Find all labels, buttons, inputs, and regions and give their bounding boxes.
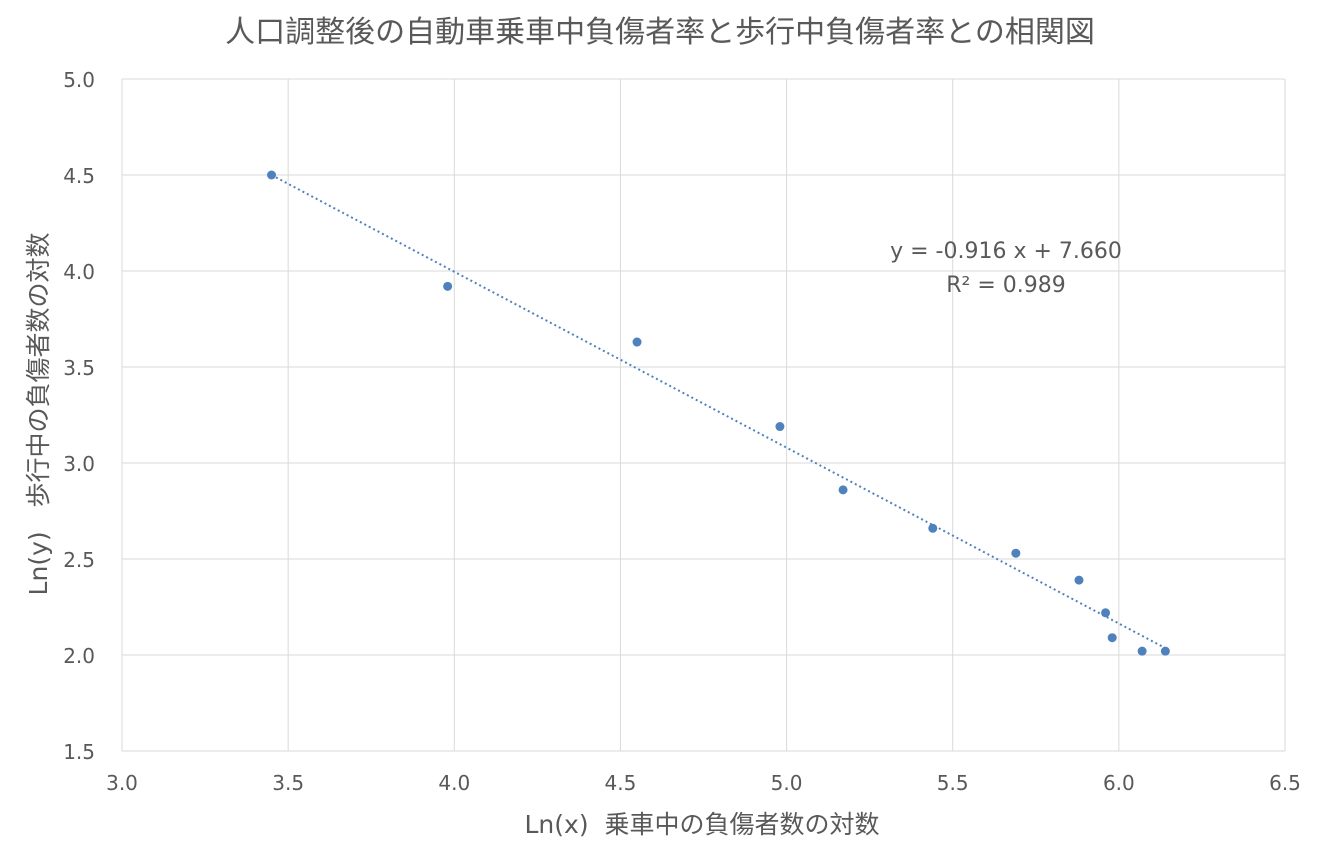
trendline-group xyxy=(271,174,1166,650)
data-point xyxy=(1160,646,1170,656)
x-tick-label: 5.0 xyxy=(771,771,803,795)
y-tick-label: 5.0 xyxy=(63,68,95,92)
y-tick-label: 3.5 xyxy=(63,356,95,380)
y-axis-title: Ln(y) 歩行中の負傷者数の対数 xyxy=(24,233,53,596)
data-point xyxy=(1137,646,1147,656)
data-point xyxy=(267,170,277,180)
data-point xyxy=(443,281,453,291)
x-tick-label: 3.5 xyxy=(272,771,304,795)
y-tick-label: 4.5 xyxy=(63,164,95,188)
data-point xyxy=(632,337,642,347)
data-point xyxy=(928,523,938,533)
x-tick-label: 5.5 xyxy=(937,771,969,795)
data-point xyxy=(1074,575,1084,585)
y-tick-label: 1.5 xyxy=(63,740,95,764)
y-tick-label: 3.0 xyxy=(63,452,95,476)
grid xyxy=(121,78,1286,752)
r-squared-label: R² = 0.989 xyxy=(946,273,1066,298)
data-point xyxy=(1011,548,1021,558)
x-tick-label: 6.5 xyxy=(1269,771,1301,795)
x-tick-label: 4.0 xyxy=(438,771,470,795)
x-tick-label: 6.0 xyxy=(1103,771,1135,795)
y-tick-label: 4.0 xyxy=(63,260,95,284)
chart-title: 人口調整後の自動車乗車中負傷者率と歩行中負傷者率との相関図 xyxy=(225,15,1095,50)
y-tick-label: 2.0 xyxy=(63,644,95,668)
data-point xyxy=(1107,633,1117,643)
trendline xyxy=(271,174,1166,650)
data-point xyxy=(775,422,785,432)
x-axis-title: Ln(x) 乗車中の負傷者数の対数 xyxy=(525,810,880,839)
trendline-equation: y = -0.916 x + 7.660 xyxy=(890,239,1122,264)
x-tick-label: 3.0 xyxy=(106,771,138,795)
data-points xyxy=(267,170,1170,656)
y-tick-label: 2.5 xyxy=(63,548,95,572)
x-tick-label: 4.5 xyxy=(605,771,637,795)
tick-labels: 1.5 2.0 2.5 3.0 3.5 4.0 4.5 5.0 3.0 3.5 4.0 4.5 5.0 5… xyxy=(63,68,1301,795)
data-point xyxy=(838,485,848,495)
data-point xyxy=(1101,608,1111,618)
